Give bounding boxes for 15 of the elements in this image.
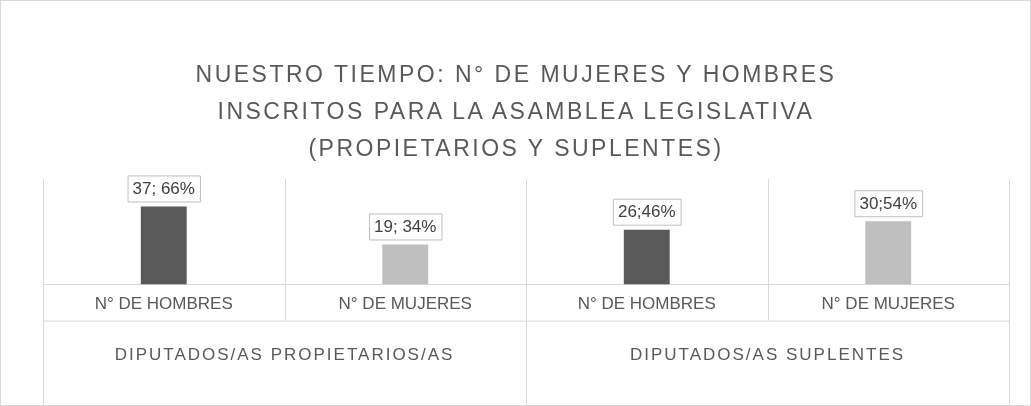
x-tick-label: N° DE MUJERES — [821, 294, 955, 314]
bar — [865, 221, 912, 285]
bar — [382, 244, 429, 285]
data-label: 19; 34% — [374, 217, 437, 237]
x-tick-label: N° DE MUJERES — [338, 294, 472, 314]
x-tick-label: N° DE HOMBRES — [94, 294, 233, 314]
data-label: 30;54% — [859, 193, 918, 213]
text: DIPUTADOS/AS SUPLENTES — [629, 345, 906, 365]
x-tick-label: N° DE HOMBRES — [577, 294, 716, 314]
data-label: 37; 66% — [132, 179, 195, 199]
data-label: 26;46% — [617, 202, 676, 222]
chart-title: NUESTRO TIEMPO: N° DE MUJERES Y HOMBRES INSCRITOS PARA LA ASAMBLEA LEGISLATIVA (PROPIETARIOS Y SUPLENTES) — [194, 60, 838, 163]
bar — [140, 206, 187, 285]
bar — [623, 229, 670, 285]
text: DIPUTADOS/AS PROPIETARIOS/AS — [114, 345, 455, 365]
